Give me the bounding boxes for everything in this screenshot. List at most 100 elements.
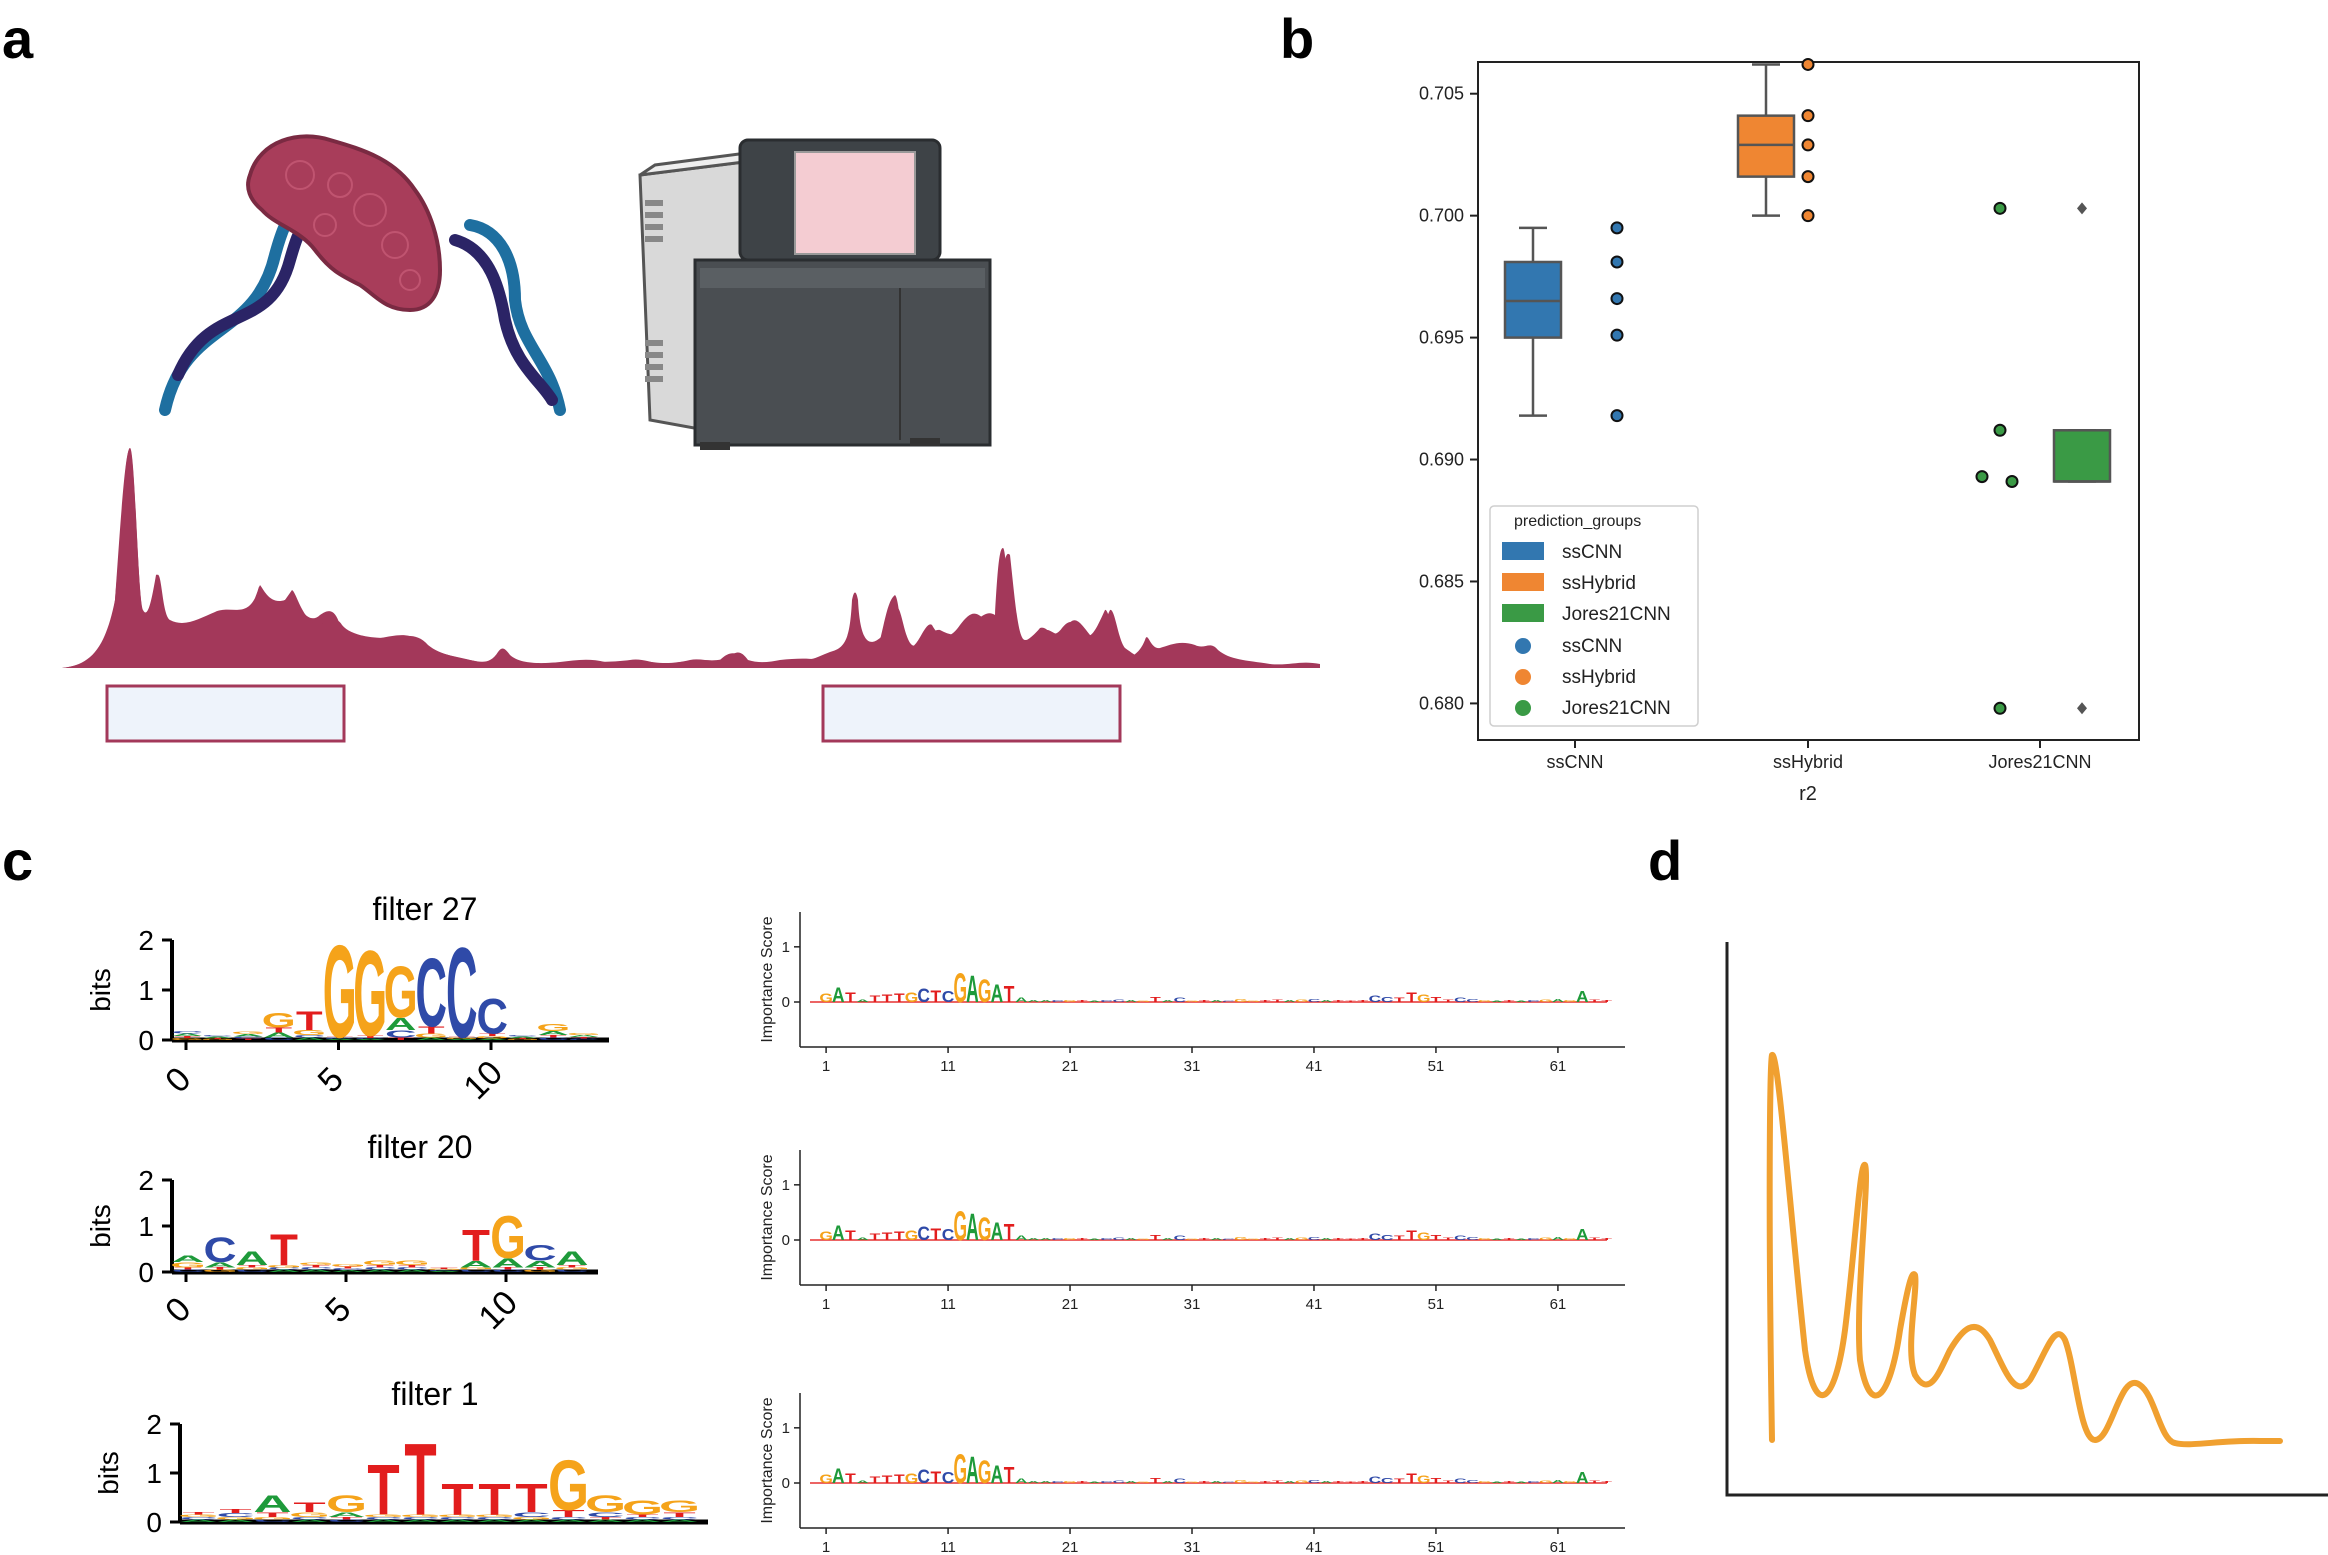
logo-letter-t: T: [1150, 995, 1162, 1004]
logo-letter-t: T: [1406, 1472, 1417, 1487]
logo-letter-t: T: [330, 1516, 362, 1520]
logo-letter-g: G: [554, 1267, 590, 1271]
logo-letter-c: C: [1454, 1477, 1467, 1484]
logo-letter-t: T: [1357, 1000, 1368, 1003]
logo-letter-c: C: [171, 1269, 204, 1273]
logo-letter-a: A: [991, 1461, 1004, 1489]
logo-letter-c: C: [917, 1222, 930, 1244]
panel-d-axes: [1725, 942, 2328, 1497]
logo-letter-a: A: [507, 1036, 538, 1038]
logo-letter-g: G: [585, 1491, 626, 1518]
logo-letter-c: C: [1369, 1474, 1382, 1485]
logo-letter-a: A: [568, 1034, 599, 1037]
region-box-right: [821, 684, 1122, 743]
logo-letter-g: G: [1417, 1231, 1431, 1243]
logo-y-tick-label: 1: [146, 1458, 162, 1489]
logo-letter-c: C: [660, 1516, 698, 1520]
sequencer-icon: [638, 138, 992, 450]
logo-letter-c: C: [1222, 1482, 1235, 1484]
logo-letter-t: T: [1150, 1476, 1162, 1485]
logo-letter-c: C: [1466, 1236, 1479, 1241]
logo-letter-c: C: [523, 1240, 556, 1265]
logo-letter-g: G: [458, 1267, 494, 1271]
filter-logo-title: filter 27: [373, 891, 478, 927]
logo-letter-c: C: [216, 1512, 254, 1518]
logo-letter-a: A: [416, 1037, 447, 1041]
logo-letter-t: T: [1345, 1482, 1356, 1484]
logo-letter-t: T: [479, 1033, 506, 1037]
logo-letter-t: T: [1272, 1237, 1283, 1241]
logo-letter-t: T: [931, 986, 942, 1006]
logo-letter-a: A: [1515, 1239, 1528, 1241]
logo-letter-t: T: [1199, 1238, 1210, 1241]
strip-point-sscnn: [1610, 328, 1624, 342]
logo-letter-g: G: [622, 1497, 663, 1519]
logo-letter-g: G: [1185, 1482, 1199, 1484]
logo-letter-t: T: [1431, 1476, 1443, 1485]
logo-letter-g: G: [266, 1265, 302, 1269]
boxes: [1503, 63, 2112, 715]
logo-letter-g: G: [445, 1038, 479, 1040]
logo-letter-c: C: [1174, 1234, 1187, 1241]
logo-letter-c: C: [385, 1028, 416, 1040]
logo-letter-c: C: [1174, 996, 1187, 1003]
logo-letter-c: C: [327, 1519, 365, 1523]
logo-letter-t: T: [1431, 1233, 1443, 1242]
logo-letter-g: G: [1234, 1479, 1248, 1484]
logo-letter-c: C: [1113, 1480, 1126, 1484]
logo-letter-g: G: [522, 1269, 558, 1273]
logo-letter-c: C: [1052, 1237, 1065, 1240]
logo-letter-g: G: [905, 1472, 919, 1487]
panel-d: d: [1648, 829, 2328, 1497]
logo-letter-c: C: [427, 1270, 460, 1271]
logo-letter-a: A: [1210, 1000, 1223, 1003]
logo-letter-a: A: [477, 1038, 508, 1040]
legend-label-3: ssCNN: [1562, 636, 1622, 657]
logo-letter-a: A: [991, 980, 1004, 1008]
logo-letter-a: A: [202, 1036, 233, 1038]
strip-point-sscnn: [1610, 292, 1624, 306]
logo-letter-g: G: [490, 1204, 526, 1272]
logo-letter-g: G: [1478, 1000, 1492, 1003]
logo-letter-g: G: [353, 926, 387, 1062]
logo-letter-t: T: [894, 1229, 906, 1243]
logo-letter-c: C: [1052, 1480, 1065, 1483]
logo-letter-a: A: [355, 1039, 386, 1041]
logo-letter-t: T: [1394, 996, 1405, 1003]
box-jores21cnn: [2052, 429, 2112, 483]
y-tick-label: 0.685: [1419, 571, 1464, 591]
logo-letter-c: C: [253, 1519, 291, 1523]
logo-letter-c: C: [363, 1267, 396, 1271]
logo-y-label: bits: [85, 968, 116, 1012]
logo-letter-t: T: [182, 1512, 214, 1516]
logo-letter-a: A: [294, 1037, 325, 1041]
logo-letter-a: A: [1161, 1000, 1174, 1003]
importance-y-tick-label: 1: [782, 939, 790, 956]
logo-letter-c: C: [917, 984, 930, 1006]
y-axis: 0.680 0.685 0.690 0.695 0.700 0.705: [1419, 84, 1478, 713]
y-tick-label: 0.680: [1419, 693, 1464, 713]
logo-letter-a: A: [364, 1519, 402, 1523]
logo-letter-t: T: [845, 1472, 856, 1487]
logo-letter-a: A: [832, 983, 845, 1007]
logo-letter-t: T: [334, 1266, 362, 1269]
logo-letter-a: A: [491, 1256, 524, 1270]
logo-letter-a: A: [586, 1519, 624, 1523]
logo-letter-a: A: [1015, 1234, 1028, 1241]
importance-x-tick-label: 51: [1428, 1539, 1445, 1555]
logo-letter-t: T: [931, 1467, 942, 1487]
logo-letter-g: G: [819, 993, 833, 1005]
protein-texture: [285, 160, 421, 291]
strip-point-sshybrid: [1801, 138, 1815, 152]
logo-letter-c: C: [203, 1230, 236, 1270]
logo-y-tick-label: 0: [138, 1257, 154, 1288]
legend-frame: [1489, 505, 1699, 727]
logo-letter-t: T: [882, 1231, 893, 1243]
logo-letter-g: G: [426, 1269, 462, 1270]
logo-letter-a: A: [549, 1519, 587, 1523]
logo-letter-g: G: [414, 1032, 448, 1038]
logo-letter-t: T: [1394, 1477, 1405, 1484]
importance-x-tick-label: 1: [822, 1539, 830, 1555]
